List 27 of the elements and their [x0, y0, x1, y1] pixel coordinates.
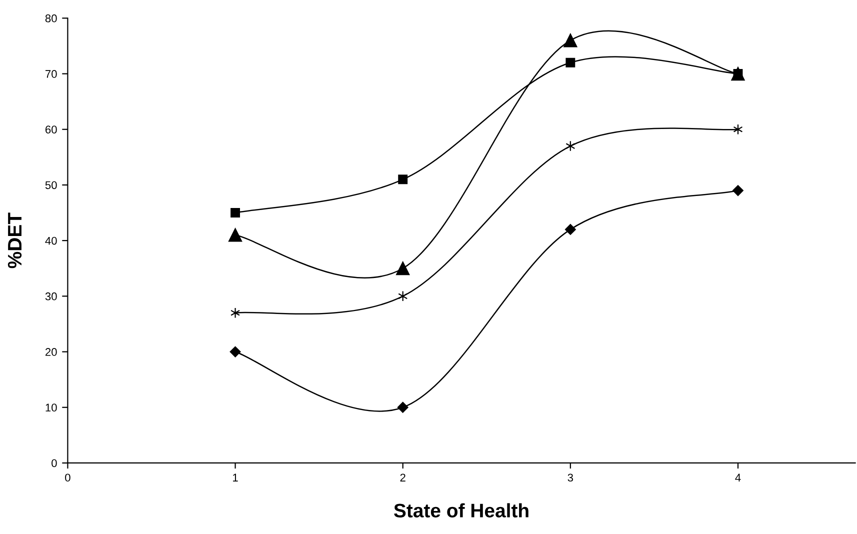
x-axis-title: State of Health [394, 503, 528, 518]
point [230, 346, 241, 358]
y-tick-label: 80 [45, 14, 57, 22]
x-tick-label: 2 [400, 474, 406, 482]
point [230, 307, 240, 318]
y-tick-label: 0 [52, 459, 57, 468]
y-tick-label: 20 [45, 348, 57, 356]
x-tick-label: 4 [735, 474, 741, 482]
y-tick-label: 40 [45, 236, 57, 245]
y-axis-title: %DET [8, 212, 22, 268]
point [566, 58, 576, 68]
y-tick-label: 50 [45, 181, 57, 190]
y-tick-label: 70 [46, 70, 57, 78]
point [732, 185, 744, 196]
x-tick-label: 1 [233, 474, 238, 482]
y-tick-label: 60 [45, 126, 57, 134]
x-tick-label: 0 [65, 474, 70, 482]
point [398, 174, 408, 184]
y-tick-label: 10 [46, 404, 57, 412]
point [228, 228, 242, 242]
point [564, 34, 578, 48]
point [397, 402, 408, 413]
y-tick-label: 30 [45, 292, 57, 300]
point [230, 208, 240, 218]
point [396, 262, 410, 276]
x-tick-label: 3 [568, 474, 574, 482]
point [564, 224, 576, 235]
